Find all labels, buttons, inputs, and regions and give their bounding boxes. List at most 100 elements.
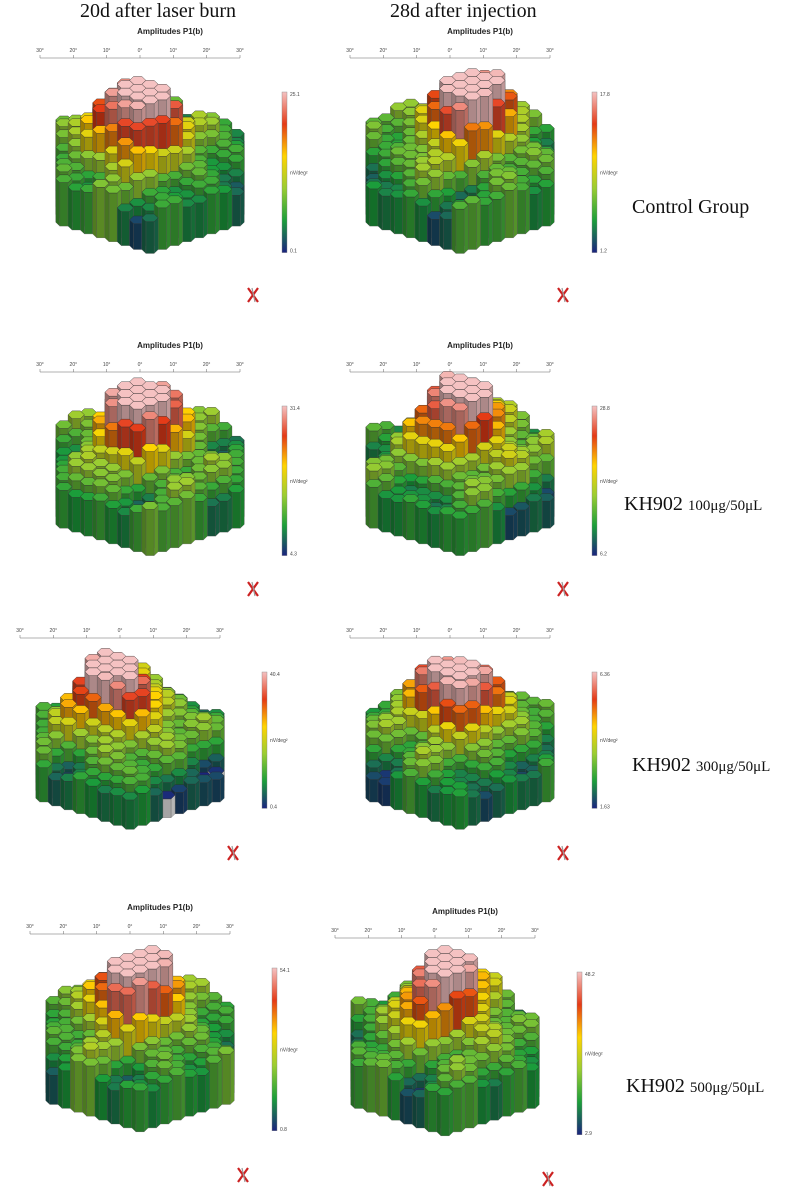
panel-title: Amplitudes P1(b) (432, 907, 498, 916)
hex-side (431, 514, 440, 548)
hex-cell (60, 717, 77, 726)
hex-side (190, 202, 196, 243)
hex-cell (476, 442, 494, 451)
hex-side (143, 1086, 149, 1133)
hex-cell (377, 719, 395, 728)
hex-side (529, 194, 539, 231)
hex-cell (92, 478, 110, 487)
header-20d: 20d after laser burn (80, 0, 237, 22)
hex-side (111, 1090, 120, 1125)
hex-side (138, 793, 147, 826)
hex-cell (146, 750, 164, 759)
hex-side (76, 779, 86, 814)
hex-side (525, 505, 530, 537)
mfERG-panel-100-28d: Amplitudes P1(b) 30° 20° 10° 0° 10° 20° 30° 28.8… (330, 336, 630, 608)
hex-cell (84, 693, 102, 702)
angle-tick-label: 10° (413, 362, 421, 368)
hex-cell (92, 179, 110, 188)
hex-cell (158, 740, 176, 749)
scale-unit-label: nV/deg² (270, 738, 288, 744)
hex-side (70, 1057, 75, 1113)
hex-cell (84, 778, 102, 787)
hex-cell (426, 438, 444, 448)
hex-cell (195, 722, 213, 731)
angle-tick-label: 20° (513, 362, 521, 368)
hex-side (529, 778, 539, 807)
device-logo-icon (227, 845, 239, 861)
hex-cell (402, 768, 420, 777)
hex-cell (94, 1074, 112, 1083)
angle-tick-label: 10° (103, 362, 111, 368)
hex-cell (439, 721, 457, 730)
hex-cell (153, 199, 171, 209)
hex-side (513, 186, 518, 239)
hex-side (377, 191, 383, 231)
hex-cell (190, 179, 208, 189)
hex-side (80, 188, 85, 235)
hex-cell (476, 499, 494, 508)
mfERG-panel-500-28d: Amplitudes P1(b) 30° 20° 10° 0° 10° 20° 30° 48.2… (315, 902, 615, 1198)
hex-cell (55, 434, 73, 443)
angle-tick-label: 0° (448, 48, 453, 54)
hex-cell (500, 182, 518, 191)
hex-cell (525, 493, 543, 502)
hex-side (402, 192, 407, 239)
scale-unit-label: nV/deg² (290, 479, 308, 485)
hex-cell (141, 443, 159, 452)
hex-side (190, 494, 196, 545)
hex-side (207, 193, 216, 235)
color-scale-bar (281, 91, 288, 253)
angle-tick-label: 10° (413, 48, 421, 54)
hex-cell (158, 755, 176, 764)
hex-cell (537, 154, 555, 163)
hex-side (133, 512, 142, 552)
group-label-300: KH902 300μg/50μL (632, 754, 770, 777)
hex-side (537, 774, 543, 807)
hex-cell (426, 769, 444, 779)
hex-side (182, 206, 192, 242)
mfERG-panel-500-20d: Amplitudes P1(b) 30° 20° 10° 0° 10° 20° 30° 54.1… (10, 898, 310, 1194)
group-dose: 300μg/50μL (695, 759, 771, 775)
hex-side (488, 794, 493, 822)
mfERG-panel-control-20d: Amplitudes P1(b) 30° 20° 10° 0° 10° 20° 30° 25.1… (20, 22, 320, 314)
hex-cell (121, 718, 139, 727)
hex-cell (377, 753, 395, 762)
hex-cell (227, 168, 245, 177)
hex-side (513, 778, 518, 815)
hex-side (500, 786, 506, 819)
hex-cell (439, 698, 457, 708)
hex-side (84, 781, 90, 819)
hex-side (443, 219, 452, 250)
hex-side (427, 789, 432, 822)
angle-tick-label: 20° (70, 48, 78, 54)
hex-side (104, 188, 110, 243)
hex-cell (141, 95, 159, 104)
hex-cell (141, 188, 159, 197)
hex-side (107, 1086, 112, 1125)
hex-cell (488, 783, 506, 792)
hex-cell (82, 1041, 100, 1051)
panel-title: Amplitudes P1(b) (127, 903, 193, 912)
hex-cell (195, 712, 213, 721)
angle-tick-label: 0° (448, 628, 453, 634)
hex-cell (96, 724, 114, 733)
hex-cell (96, 744, 114, 753)
angle-tick-label: 20° (498, 928, 506, 934)
hex-side (227, 188, 233, 231)
hex-side (215, 502, 220, 537)
group-name: KH902 (626, 1075, 690, 1097)
hex-cell (451, 671, 469, 680)
angle-tick-label: 30° (36, 362, 44, 368)
hex-side (146, 789, 151, 826)
hex-side (517, 781, 526, 811)
hex-cell (166, 481, 184, 491)
hex-cell (156, 1075, 174, 1084)
hex-side (365, 775, 370, 803)
hex-cell (116, 418, 134, 428)
hex-cell (513, 481, 530, 491)
hex-cell (377, 113, 395, 122)
hex-cell (141, 118, 159, 127)
hex-cell (129, 198, 147, 207)
hex-side (402, 772, 407, 815)
hex-cell (390, 485, 407, 495)
